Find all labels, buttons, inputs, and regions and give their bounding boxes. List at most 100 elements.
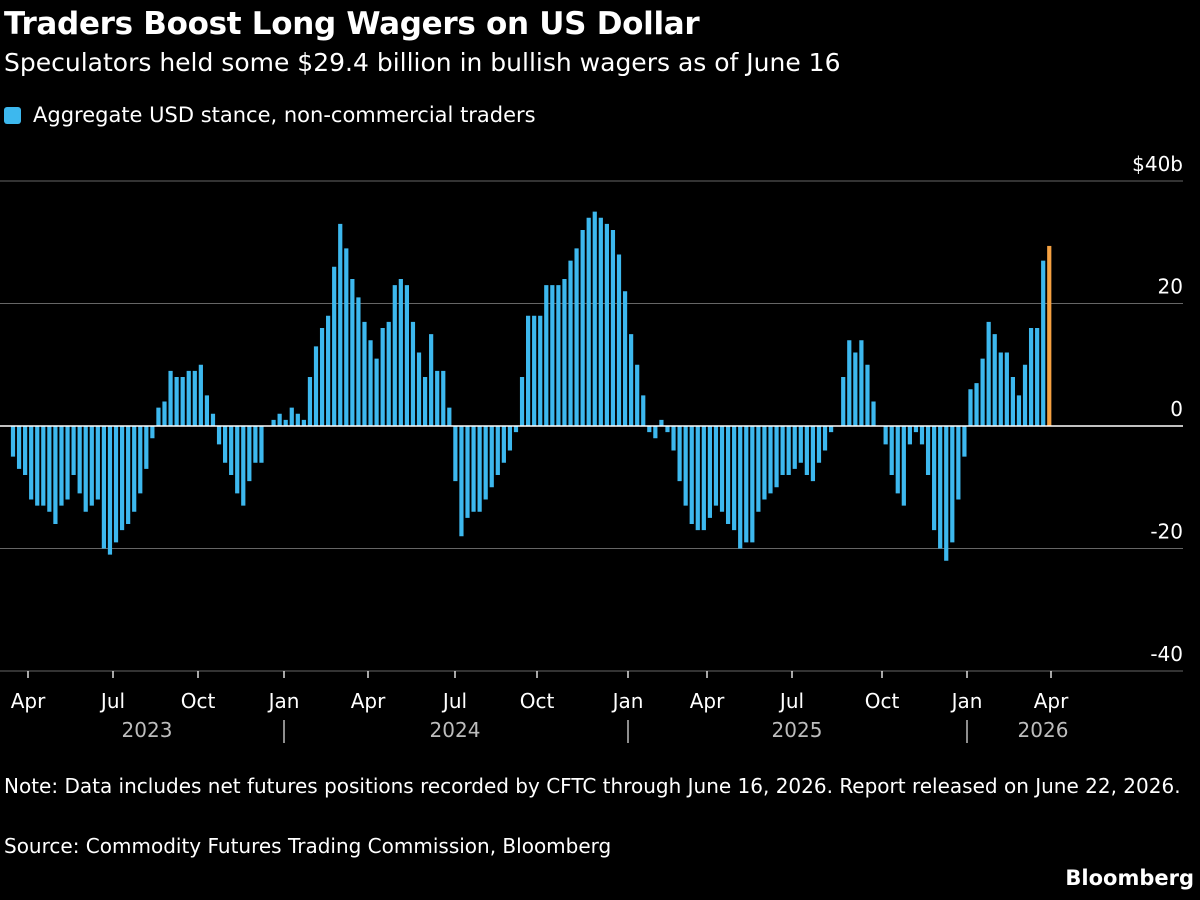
bar [774,426,779,488]
bar [701,426,706,531]
bar [804,426,809,475]
bar [495,426,500,475]
bar [477,426,482,512]
bar [707,426,712,518]
bar [695,426,700,531]
bar [986,321,991,427]
bar [768,426,773,494]
footnote: Note: Data includes net futures position… [4,774,1181,798]
bar [459,426,464,537]
x-tick-label: Jan [267,689,300,713]
bar [544,285,549,427]
bar [295,413,300,426]
bar [216,426,222,445]
bar [604,223,609,427]
bar [253,426,258,463]
bar [223,426,228,463]
x-tick-label: Jan [611,689,644,713]
year-label: 2024 [430,718,481,742]
bar [180,377,185,426]
bar [319,328,325,426]
x-tick-label: Oct [520,689,555,713]
bar [580,230,585,426]
bar [538,315,543,426]
bar [198,364,203,426]
y-tick-label: -40 [1150,642,1183,666]
bar [907,426,912,445]
bar [326,315,331,426]
bar [229,426,234,475]
bar [932,426,937,531]
year-label: 2026 [1018,718,1069,742]
bar [550,285,555,427]
bar [186,370,191,427]
bar [65,426,70,500]
source-line: Source: Commodity Futures Trading Commis… [4,834,612,858]
bar [204,395,210,427]
bar [592,211,597,427]
bar [865,364,870,426]
bar [23,426,28,475]
bar [210,413,216,426]
bar [956,426,961,500]
bar [919,426,925,445]
bar [489,426,494,488]
y-tick-label: 0 [1170,397,1183,421]
bar [998,352,1003,426]
bar [277,413,282,426]
bar [677,426,682,482]
bar [1028,328,1034,426]
bar [77,426,82,494]
bar [762,426,767,500]
bar [653,426,658,439]
bar [404,285,409,427]
bar [659,419,664,427]
bar [901,426,906,506]
legend: Aggregate USD stance, non-commercial tra… [4,103,536,127]
bar [113,426,119,543]
bar [144,426,149,469]
y-tick-label: $40b [1132,152,1183,176]
bar [241,426,246,506]
bar [616,254,622,426]
bar [95,426,100,500]
legend-swatch [4,106,21,124]
bar [465,426,470,518]
bar [53,426,58,524]
chart-subtitle: Speculators held some $29.4 billion in b… [4,48,841,77]
bar [501,426,506,463]
bar [368,340,373,426]
bar [10,426,16,457]
bar [119,426,125,531]
bar [586,217,591,426]
bar [374,358,379,427]
bar [859,340,864,426]
bar [665,426,670,433]
bar [871,401,876,426]
year-label: 2025 [772,718,823,742]
bar [83,426,88,512]
bar [29,426,34,500]
legend-label: Aggregate USD stance, non-commercial tra… [33,103,536,127]
bar [574,248,579,427]
year-label: 2023 [122,718,173,742]
bar [126,426,131,524]
bar [16,426,22,469]
bar [1010,377,1015,426]
x-tick-label: Jul [441,689,467,713]
bar [519,377,525,426]
bar [853,352,858,426]
bar [453,426,458,482]
bar [980,358,985,427]
bar [798,426,803,463]
bar [429,334,434,427]
bar [47,426,52,512]
bar [1022,364,1028,426]
bar [713,426,719,506]
bar [810,426,816,482]
bar [822,426,828,451]
x-tick-label: Apr [1034,689,1069,713]
bar [719,426,725,512]
bar [101,426,106,549]
bar [41,426,46,506]
